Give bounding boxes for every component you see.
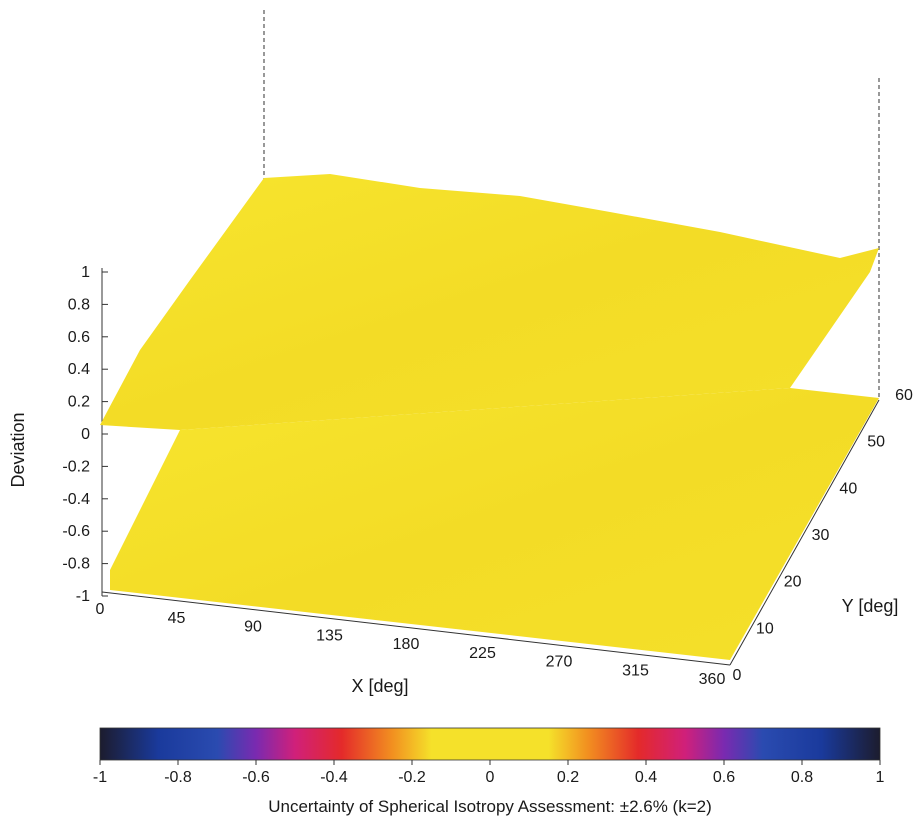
colorbar-tick-label: -0.2 — [398, 769, 426, 786]
z-tick-label: -0.8 — [62, 556, 90, 573]
y-axis-title: Y [deg] — [842, 596, 899, 616]
x-tick-label: 360 — [699, 671, 726, 688]
z-tick-label: 0.4 — [68, 361, 90, 378]
x-tick-label: 45 — [168, 610, 186, 627]
colorbar-tick-label: -0.8 — [164, 769, 192, 786]
x-axis-title: X [deg] — [351, 676, 408, 696]
colorbar-tick-label: -1 — [93, 769, 107, 786]
colorbar-tick-label: -0.6 — [242, 769, 270, 786]
z-tick-label: -0.2 — [62, 458, 90, 475]
z-tick-label: 0.8 — [68, 296, 90, 313]
y-axis-line — [729, 399, 880, 666]
y-tick-label: 40 — [839, 480, 857, 497]
z-tick-label: 0.6 — [68, 329, 90, 346]
y-tick-label: 0 — [733, 667, 742, 684]
colorbar — [99, 727, 881, 761]
x-tick-label: 180 — [393, 636, 420, 653]
colorbar-tick-label: 0.8 — [791, 769, 813, 786]
x-tick-label: 225 — [469, 645, 496, 662]
x-tick-label: 90 — [244, 619, 262, 636]
colorbar-tick-label: 0.4 — [635, 769, 657, 786]
z-tick-label: 1 — [81, 264, 90, 281]
x-tick-label: 315 — [622, 662, 649, 679]
z-tick-label: 0 — [81, 426, 90, 443]
colorbar-tick-label: -0.4 — [320, 769, 348, 786]
z-tick-label: -1 — [76, 588, 90, 605]
y-tick-label: 30 — [812, 527, 830, 544]
x-tick-label: 135 — [316, 627, 343, 644]
x-axis-line — [101, 591, 731, 666]
y-tick-label: 50 — [867, 434, 885, 451]
z-axis-title: Deviation — [8, 412, 28, 487]
surface-upper — [100, 174, 879, 430]
y-tick-label: 60 — [895, 387, 913, 404]
y-tick-label: 10 — [756, 620, 774, 637]
y-tick-label: 20 — [784, 574, 802, 591]
z-tick-label: -0.6 — [62, 523, 90, 540]
colorbar-tick-label: 0.6 — [713, 769, 735, 786]
colorbar-tick-label: 0.2 — [557, 769, 579, 786]
colorbar-tick-label: 1 — [876, 769, 885, 786]
surface-lower — [110, 388, 879, 660]
caption: Uncertainty of Spherical Isotropy Assess… — [268, 797, 712, 816]
x-tick-label: 0 — [96, 601, 105, 618]
z-tick-label: 0.2 — [68, 394, 90, 411]
z-tick-label: -0.4 — [62, 491, 90, 508]
x-tick-label: 270 — [546, 654, 573, 671]
colorbar-tick-label: 0 — [486, 769, 495, 786]
